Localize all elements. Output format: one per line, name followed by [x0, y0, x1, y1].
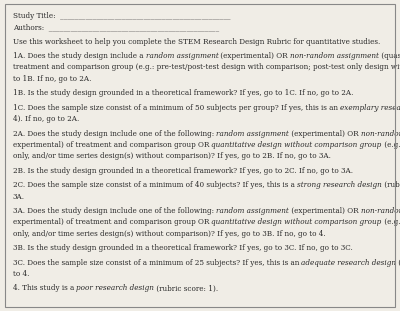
Text: 4). If no, go to 2A.: 4). If no, go to 2A.: [13, 115, 79, 123]
Text: non-random assignment: non-random assignment: [361, 207, 400, 215]
Text: non-random assignment: non-random assignment: [361, 129, 400, 137]
Text: strong research design: strong research design: [297, 181, 382, 189]
Text: (experimental) OR: (experimental) OR: [218, 52, 290, 60]
Text: only, and/or time series design(s) without comparison)? If yes, go to 2B. If no,: only, and/or time series design(s) witho…: [13, 152, 331, 160]
Text: exemplary research design: exemplary research design: [340, 104, 400, 112]
Text: 3A. Does the study design include one of the following:: 3A. Does the study design include one of…: [13, 207, 216, 215]
Text: quantitative design without comparison group: quantitative design without comparison g…: [212, 141, 382, 149]
Text: 2A. Does the study design include one of the following:: 2A. Does the study design include one of…: [13, 129, 216, 137]
Text: (e.g. pre-test/post-test, post-test: (e.g. pre-test/post-test, post-test: [382, 141, 400, 149]
Text: (e.g. pre-test/post-test, post-test: (e.g. pre-test/post-test, post-test: [382, 218, 400, 226]
Text: quantitative design without comparison group: quantitative design without comparison g…: [212, 218, 382, 226]
Text: adequate research design: adequate research design: [302, 258, 396, 267]
Text: (quasi-experimental) of: (quasi-experimental) of: [379, 52, 400, 60]
Text: 1A. Does the study design include a: 1A. Does the study design include a: [13, 52, 146, 60]
Text: random assignment: random assignment: [216, 129, 289, 137]
Text: 3A.: 3A.: [13, 193, 25, 201]
Text: experimental) of treatment and comparison group OR: experimental) of treatment and compariso…: [13, 218, 212, 226]
Text: random assignment: random assignment: [216, 207, 289, 215]
Text: 2B. Is the study design grounded in a theoretical framework? If yes, go to 2C. I: 2B. Is the study design grounded in a th…: [13, 167, 353, 175]
Text: 3C. Does the sample size consist of a minimum of 25 subjects? If yes, this is an: 3C. Does the sample size consist of a mi…: [13, 258, 302, 267]
Text: Authors:  _______________________________________________: Authors: _______________________________…: [13, 23, 219, 31]
Text: 2C. Does the sample size consist of a minimum of 40 subjects? If yes, this is a: 2C. Does the sample size consist of a mi…: [13, 181, 297, 189]
Text: experimental) of treatment and comparison group OR: experimental) of treatment and compariso…: [13, 141, 212, 149]
Text: to 4.: to 4.: [13, 270, 29, 278]
Text: (rubric score: 1).: (rubric score: 1).: [154, 284, 218, 292]
Text: 3B. Is the study design grounded in a theoretical framework? If yes, go to 3C. I: 3B. Is the study design grounded in a th…: [13, 244, 352, 252]
Text: 4. This study is a: 4. This study is a: [13, 284, 76, 292]
Text: Study Title:  _______________________________________________: Study Title: ___________________________…: [13, 12, 230, 20]
Text: poor research design: poor research design: [76, 284, 154, 292]
Text: only, and/or time series design(s) without comparison)? If yes, go to 3B. If no,: only, and/or time series design(s) witho…: [13, 230, 326, 238]
Text: (rubric score: 2). If no, go: (rubric score: 2). If no, go: [396, 258, 400, 267]
Text: treatment and comparison group (e.g.: pre-test/post-test design with comparison;: treatment and comparison group (e.g.: pr…: [13, 63, 400, 72]
Text: random assignment: random assignment: [146, 52, 218, 60]
Text: to 1B. If no, go to 2A.: to 1B. If no, go to 2A.: [13, 75, 91, 83]
Text: (experimental) OR: (experimental) OR: [289, 129, 361, 137]
Text: 1C. Does the sample size consist of a minimum of 50 subjects per group? If yes, : 1C. Does the sample size consist of a mi…: [13, 104, 340, 112]
Text: (experimental) OR: (experimental) OR: [289, 207, 361, 215]
Text: 1B. Is the study design grounded in a theoretical framework? If yes, go to 1C. I: 1B. Is the study design grounded in a th…: [13, 89, 353, 97]
Text: non-random assignment: non-random assignment: [290, 52, 379, 60]
Text: Use this worksheet to help you complete the STEM Research Design Rubric for quan: Use this worksheet to help you complete …: [13, 38, 380, 46]
Text: (rubric score: 3). If no, go to: (rubric score: 3). If no, go to: [382, 181, 400, 189]
